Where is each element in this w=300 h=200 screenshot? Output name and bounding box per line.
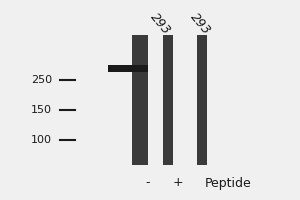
Bar xyxy=(132,35,148,165)
Bar xyxy=(163,35,173,165)
Text: +: + xyxy=(173,176,183,190)
Text: 100: 100 xyxy=(31,135,52,145)
Text: 293: 293 xyxy=(187,10,213,37)
Text: 150: 150 xyxy=(31,105,52,115)
Bar xyxy=(108,64,148,72)
Text: 250: 250 xyxy=(31,75,52,85)
Text: 293: 293 xyxy=(147,10,173,37)
Text: -: - xyxy=(146,176,150,190)
Text: Peptide: Peptide xyxy=(205,176,251,190)
Bar xyxy=(197,35,207,165)
